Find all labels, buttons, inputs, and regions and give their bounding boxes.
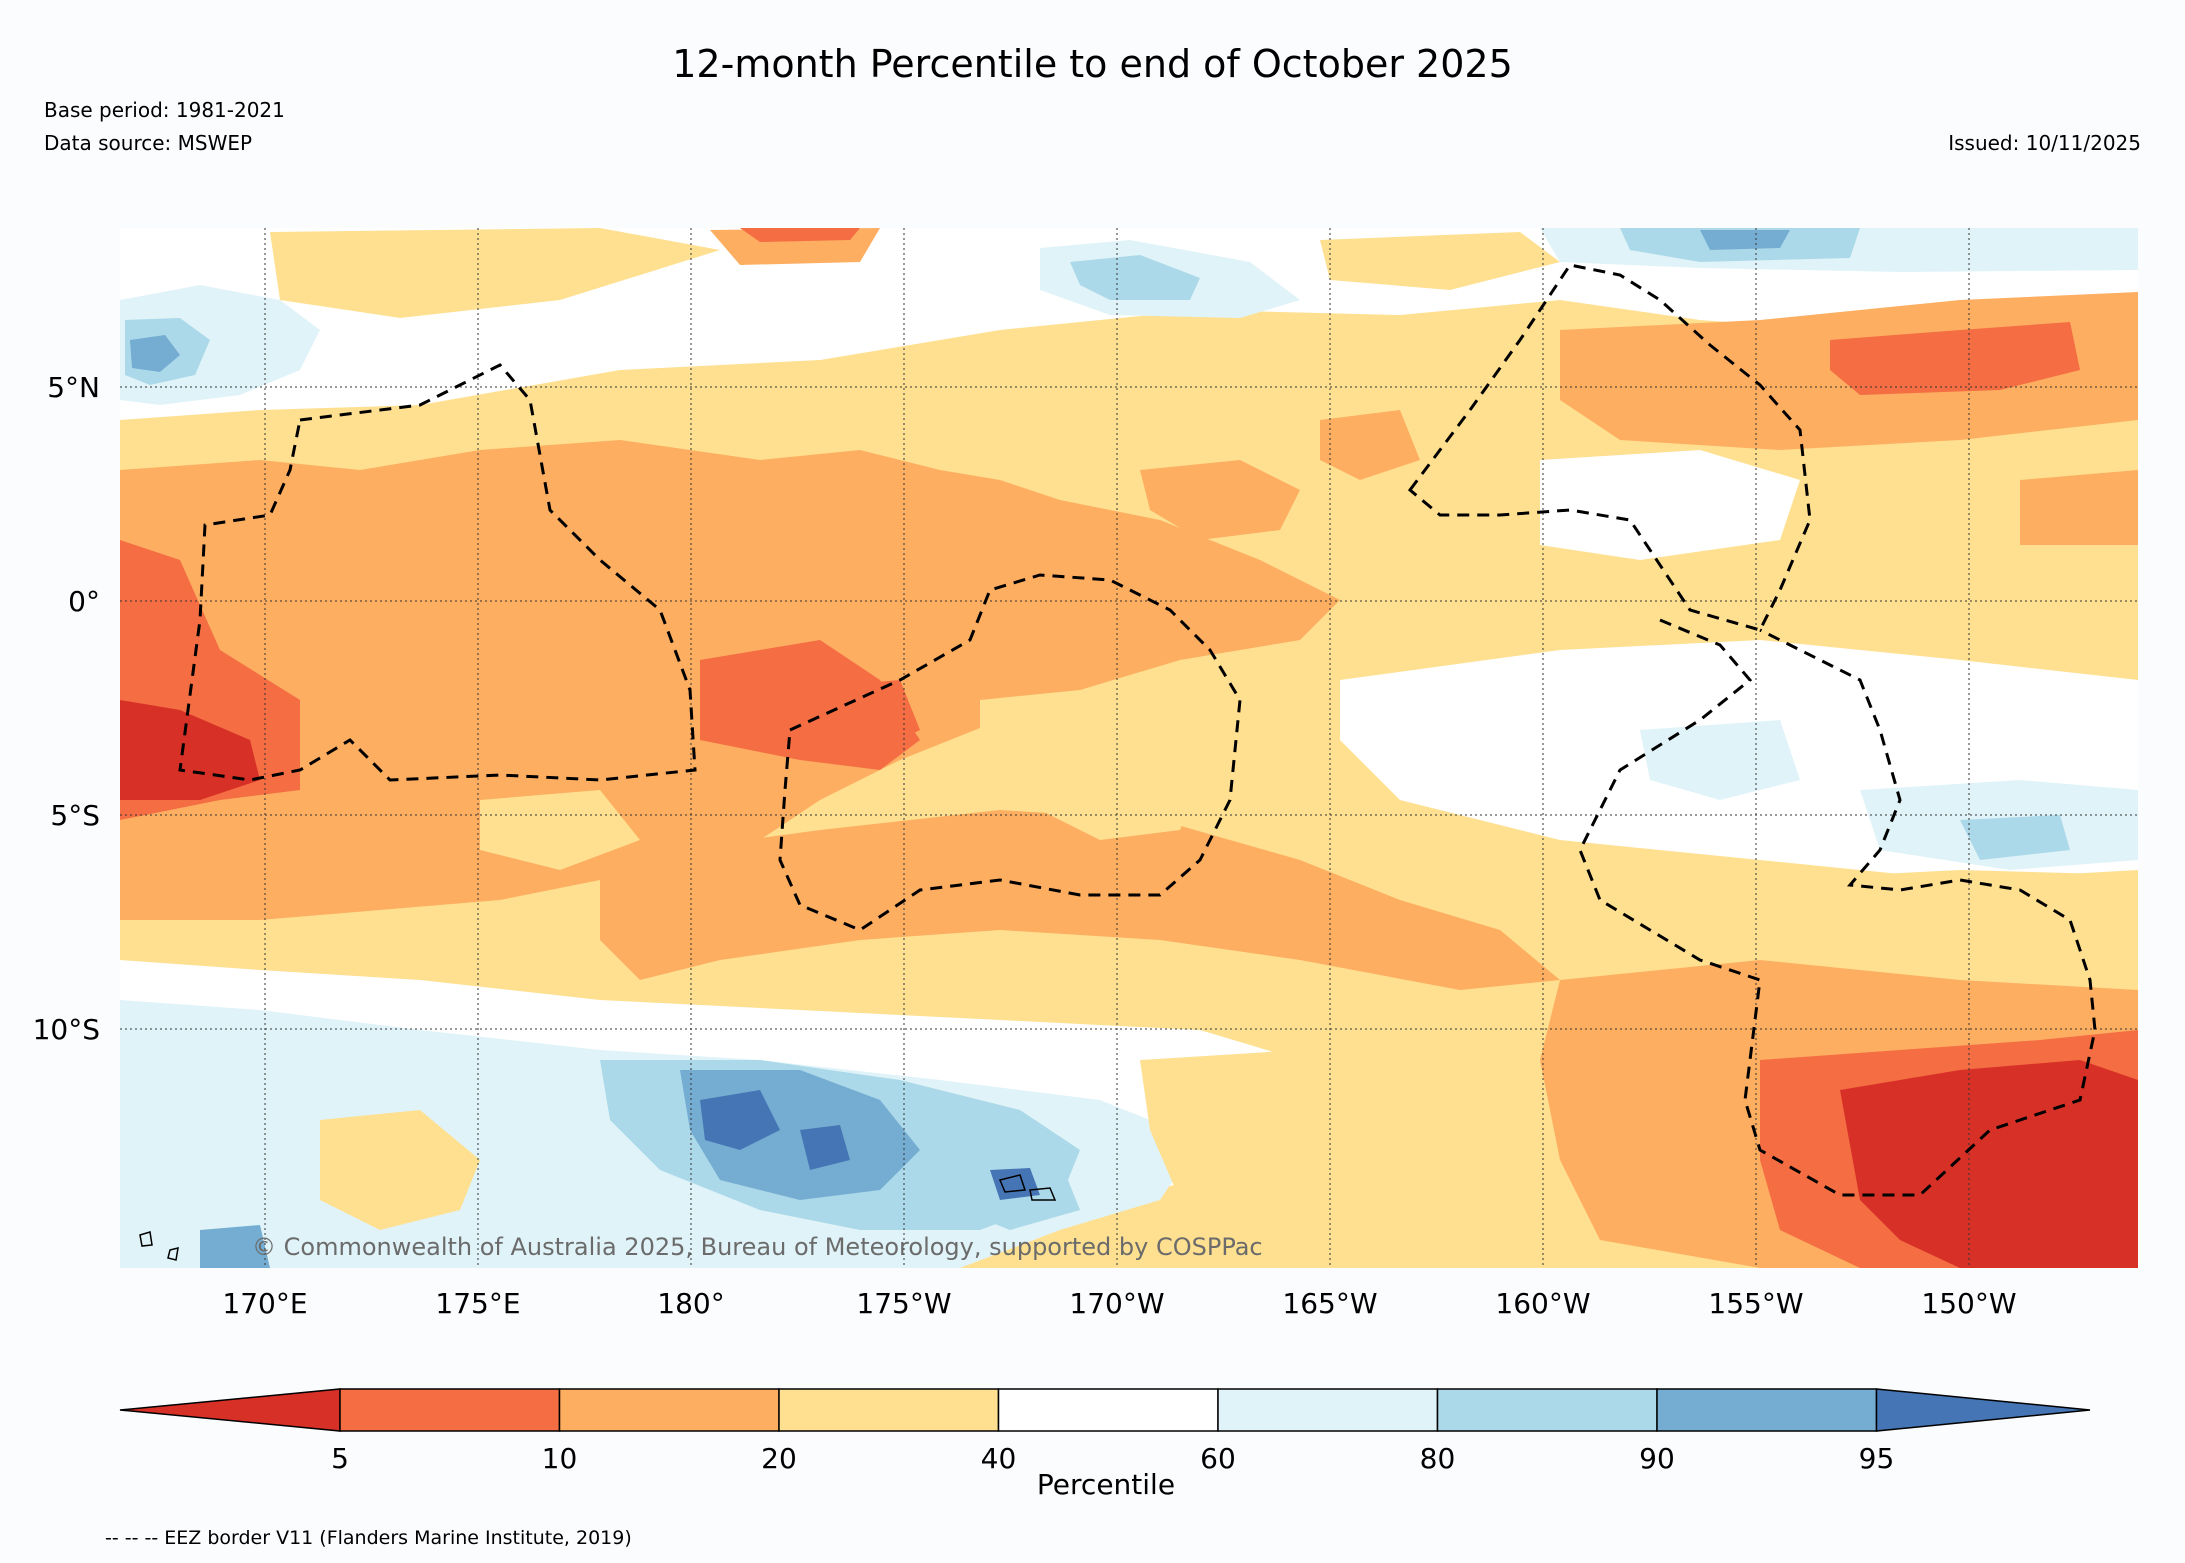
region-20-40-north-strip [270,228,720,318]
colorbar-tick-95: 95 [1859,1442,1895,1475]
colorbar-tick-20: 20 [761,1442,797,1475]
region-10-20-south-central [600,810,1560,990]
region-5-10-center-2 [780,680,920,760]
lon-label-160w: 160°W [1495,1287,1590,1320]
region-90-95-north-west [130,335,180,372]
colorbar-tick-60: 60 [1200,1442,1236,1475]
eez-border-line-islands [1407,263,1812,632]
colorbar-tick-10: 10 [542,1442,578,1475]
island-outlines [139,1174,1057,1261]
region-5-10-north-east [1830,322,2080,395]
region-above-95-south-east [990,1168,1040,1200]
map-title: 12-month Percentile to end of October 20… [672,42,1513,86]
colorbar-tick-40: 40 [981,1442,1017,1475]
eez-border-tuvalu-tokelau [778,573,1242,932]
copyright-credit: © Commonwealth of Australia 2025, Bureau… [252,1233,1263,1261]
colorbar-ticks: 5 10 20 40 60 80 90 95 [331,1442,1894,1475]
lon-label-175w: 175°W [856,1287,951,1320]
region-90-95-far-west [200,1225,270,1268]
region-40-60-east-mid [1540,450,1800,560]
lon-label-180: 180° [657,1287,724,1320]
region-80-90-east-south [1960,815,2070,860]
region-above-95-south [700,1090,780,1150]
region-20-40-south-mid [1140,1050,1420,1230]
region-60-80-south-far-west [120,1030,260,1130]
colorbar-tick-5: 5 [331,1442,349,1475]
graticule [120,228,2138,1268]
map-field: © Commonwealth of Australia 2025, Bureau… [120,228,2138,1268]
region-80-90-north-mid [1070,255,1200,300]
region-5-10-north-strip [740,228,860,242]
issued-date-label: Issued: 10/11/2025 [1948,131,2141,155]
region-20-40-inner-2 [480,790,640,870]
colorbar-tick-90: 90 [1639,1442,1675,1475]
percentile-map: © Commonwealth of Australia 2025, Bureau… [33,228,2138,1320]
lon-label-170e: 170°E [222,1287,307,1320]
region-20-40-south-west [320,1110,480,1230]
eez-border-cook-polynesia [1578,618,2097,1197]
region-above-95-south-2 [800,1125,850,1170]
lat-label-5s: 5°S [50,799,100,832]
lon-label-150w: 150°W [1921,1287,2016,1320]
lat-label-0: 0° [68,585,100,618]
lon-label-155w: 155°W [1708,1287,1803,1320]
longitude-labels: 170°E 175°E 180° 175°W 170°W 165°W 160°W… [222,1287,2016,1320]
region-below-5-west [120,700,260,800]
lon-label-165w: 165°W [1282,1287,1377,1320]
lat-label-10s: 10°S [33,1013,100,1046]
region-20-40-north-strip-east [1320,232,1560,290]
region-20-40-east-south [1760,870,2138,980]
region-10-20-east-patch [2020,470,2138,545]
eez-borders [178,263,2097,1197]
colorbar-label: Percentile [1037,1468,1175,1501]
colorbar-tick-80: 80 [1420,1442,1456,1475]
eez-legend-note: -- -- -- EEZ border V11 (Flanders Marine… [105,1527,632,1549]
data-source-label: Data source: MSWEP [44,131,253,155]
region-90-95-north-east [1700,230,1790,250]
lat-label-5n: 5°N [47,371,100,404]
lon-label-170w: 170°W [1069,1287,1164,1320]
region-10-20-north-central [1320,410,1420,480]
region-60-80-east-south [1640,720,1800,800]
base-period-label: Base period: 1981-2021 [44,98,285,122]
region-20-40-inner [980,690,1200,840]
region-below-5-south-east [1840,1060,2138,1268]
lon-label-175e: 175°E [435,1287,520,1320]
latitude-labels: 5°N 0° 5°S 10°S [33,371,100,1046]
region-10-20-central-east [1140,460,1300,540]
